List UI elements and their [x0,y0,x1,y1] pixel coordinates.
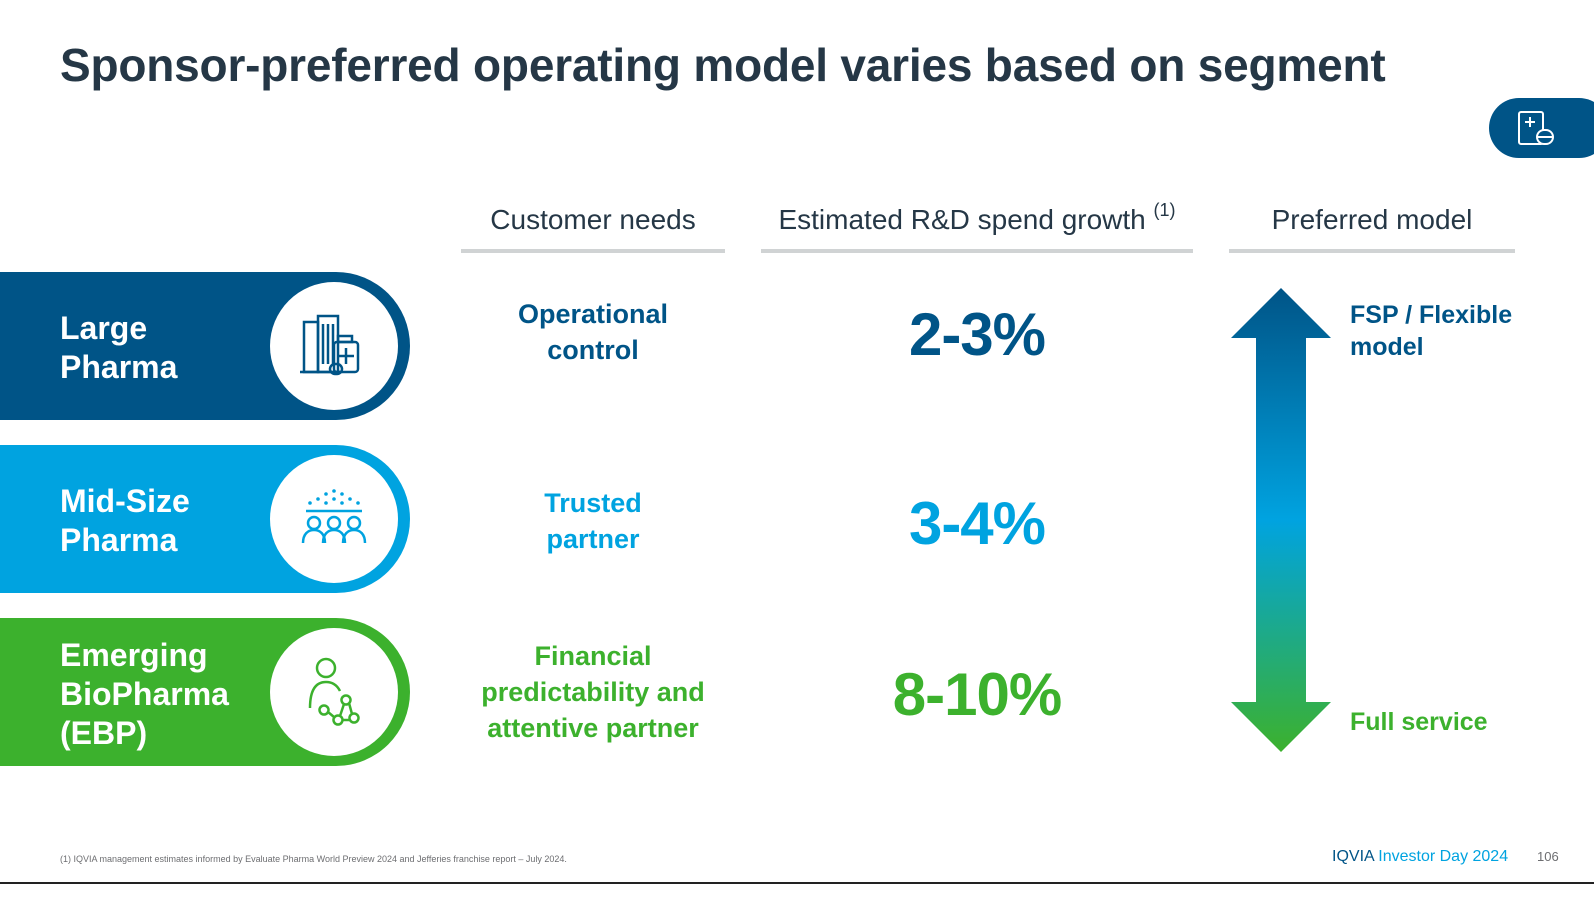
page-title: Sponsor-preferred operating model varies… [60,39,1386,91]
header-preferred-model: Preferred model [1271,204,1473,235]
person-molecule-icon [308,657,360,726]
building-medicine-icon [300,314,360,376]
double-arrow-icon [1231,288,1331,752]
footnote: (1) IQVIA management estimates informed … [60,854,567,864]
segment-icon-circle [270,455,398,583]
header-rd-growth: Estimated R&D spend growth (1) [760,200,1194,236]
corner-badge [1489,98,1594,158]
page-number: 106 [1537,849,1559,864]
group-network-icon [301,489,367,544]
segment-icon-circle [270,282,398,410]
segment-band-emerging-biopharma: Emerging BioPharma (EBP) [0,618,410,766]
need-mid-size-pharma: Trusted partner [544,488,642,554]
model-top-label: FSP / Flexible model [1350,301,1513,361]
model-divider [1229,249,1515,253]
segment-label: Mid-Size Pharma [60,483,190,558]
footnote-marker: (1) [1153,200,1176,220]
need-large-pharma: Operational control [517,299,669,365]
segment-label: Large Pharma [60,310,178,385]
footer-event: Investor Day 2024 [1378,848,1509,865]
medicine-document-icon [1518,111,1554,145]
segment-label: Emerging BioPharma (EBP) [60,637,229,751]
growth-emerging-biopharma: 8-10% [892,661,1062,728]
header-customer-needs: Customer needs [490,204,696,235]
segment-band-mid-size-pharma: Mid-Size Pharma [0,445,410,593]
needs-divider [461,249,725,253]
footer-brand-name: IQVIA [1332,848,1374,865]
model-bottom-label: Full service [1350,708,1488,736]
segment-band-large-pharma: Large Pharma [0,272,410,420]
need-emerging-biopharma: Financial predictability and attentive p… [481,641,705,743]
growth-mid-size-pharma: 3-4% [908,490,1046,557]
bottom-rule [0,882,1594,884]
growth-large-pharma: 2-3% [908,301,1046,368]
header-rd-growth-label: Estimated R&D spend growth [778,204,1146,235]
footer-brand: IQVIA Investor Day 2024 [1332,848,1508,866]
growth-divider [761,249,1193,253]
segment-icon-circle [270,628,398,756]
